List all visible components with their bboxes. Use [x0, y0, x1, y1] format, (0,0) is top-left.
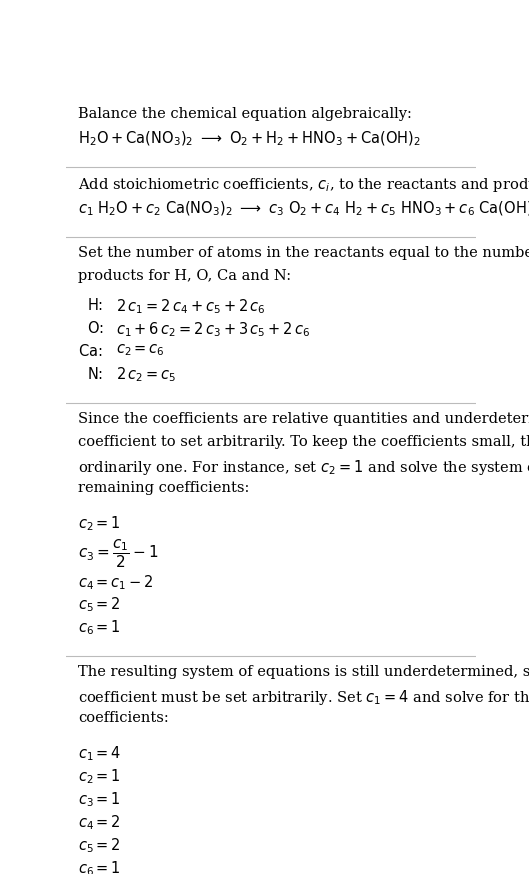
Text: $c_2 = c_6$: $c_2 = c_6$ [116, 343, 165, 358]
Text: $c_3 = \dfrac{c_1}{2} - 1$: $c_3 = \dfrac{c_1}{2} - 1$ [78, 538, 159, 570]
Text: $c_6 = 1$: $c_6 = 1$ [78, 619, 121, 637]
Text: $c_6 = 1$: $c_6 = 1$ [78, 859, 121, 874]
Text: $c_4 = c_1 - 2$: $c_4 = c_1 - 2$ [78, 572, 154, 592]
Text: Balance the chemical equation algebraically:: Balance the chemical equation algebraica… [78, 107, 412, 121]
Text: $c_2 = 1$: $c_2 = 1$ [78, 767, 121, 786]
Text: $\mathrm{H_2O + Ca(NO_3)_2 \ \longrightarrow \ O_2 + H_2 + HNO_3 + Ca(OH)_2}$: $\mathrm{H_2O + Ca(NO_3)_2 \ \longrighta… [78, 129, 421, 149]
Text: $c_1 + 6\,c_2 = 2\,c_3 + 3\,c_5 + 2\,c_6$: $c_1 + 6\,c_2 = 2\,c_3 + 3\,c_5 + 2\,c_6… [116, 320, 311, 338]
Text: $c_5 = 2$: $c_5 = 2$ [78, 836, 121, 855]
Text: $2\,c_1 = 2\,c_4 + c_5 + 2\,c_6$: $2\,c_1 = 2\,c_4 + c_5 + 2\,c_6$ [116, 297, 266, 316]
Text: $\mathrm{O}$:: $\mathrm{O}$: [87, 320, 103, 336]
Text: $\mathrm{Ca}$:: $\mathrm{Ca}$: [78, 343, 103, 358]
Text: coefficient to set arbitrarily. To keep the coefficients small, the arbitrary va: coefficient to set arbitrarily. To keep … [78, 435, 529, 449]
Text: $\mathrm{N}$:: $\mathrm{N}$: [87, 365, 103, 382]
Text: $c_1 = 4$: $c_1 = 4$ [78, 745, 122, 763]
Text: coefficient must be set arbitrarily. Set $c_1 = 4$ and solve for the remaining: coefficient must be set arbitrarily. Set… [78, 688, 529, 707]
Text: products for H, O, Ca and N:: products for H, O, Ca and N: [78, 268, 291, 282]
Text: Add stoichiometric coefficients, $c_i$, to the reactants and products:: Add stoichiometric coefficients, $c_i$, … [78, 177, 529, 194]
Text: Set the number of atoms in the reactants equal to the number of atoms in the: Set the number of atoms in the reactants… [78, 246, 529, 260]
Text: $c_2 = 1$: $c_2 = 1$ [78, 515, 121, 533]
Text: ordinarily one. For instance, set $c_2 = 1$ and solve the system of equations fo: ordinarily one. For instance, set $c_2 =… [78, 458, 529, 477]
Text: $c_3 = 1$: $c_3 = 1$ [78, 790, 121, 809]
Text: $c_5 = 2$: $c_5 = 2$ [78, 596, 121, 614]
Text: $c_4 = 2$: $c_4 = 2$ [78, 813, 121, 832]
Text: The resulting system of equations is still underdetermined, so an additional: The resulting system of equations is sti… [78, 665, 529, 679]
Text: $\mathrm{H}$:: $\mathrm{H}$: [87, 297, 103, 313]
Text: $c_1\ \mathrm{H_2O} + c_2\ \mathrm{Ca(NO_3)_2} \ \longrightarrow \ c_3\ \mathrm{: $c_1\ \mathrm{H_2O} + c_2\ \mathrm{Ca(NO… [78, 199, 529, 218]
Text: coefficients:: coefficients: [78, 711, 169, 725]
Text: remaining coefficients:: remaining coefficients: [78, 481, 250, 495]
Text: $2\,c_2 = c_5$: $2\,c_2 = c_5$ [116, 365, 177, 385]
Text: Since the coefficients are relative quantities and underdetermined, choose a: Since the coefficients are relative quan… [78, 413, 529, 427]
